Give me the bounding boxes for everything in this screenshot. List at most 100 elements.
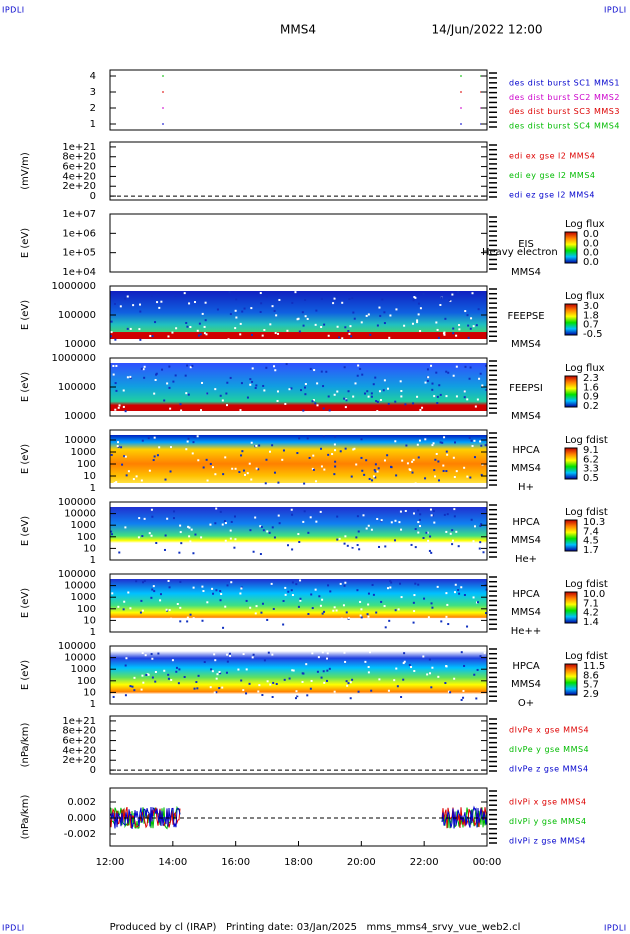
speckle (416, 321, 419, 324)
speckle (291, 513, 294, 516)
y-tick-label: 10 (83, 687, 96, 698)
speckle (111, 533, 114, 536)
speckle (374, 463, 377, 466)
speckle (320, 447, 323, 450)
speckle (132, 478, 135, 481)
legend-entry: dIvPe z gse MMS4 (509, 765, 589, 774)
flag (162, 107, 164, 109)
speckle (299, 579, 302, 582)
speckle (260, 611, 263, 614)
speckle (153, 590, 156, 593)
speckle (427, 539, 430, 542)
speckle (149, 334, 152, 337)
speckle (400, 389, 403, 392)
speckle (147, 437, 150, 440)
x-tick-label: 18:00 (284, 857, 313, 868)
speckle (234, 467, 237, 470)
colorbar-tick-label: 0.0 (583, 257, 599, 268)
species-label: H+ (518, 482, 534, 493)
speckle (333, 393, 336, 396)
speckle (334, 460, 337, 463)
colorbar-tick-label: 0.0 (583, 238, 599, 249)
speckle (358, 548, 361, 551)
speckle (458, 328, 461, 331)
speckle (396, 685, 399, 688)
speckle (255, 444, 258, 447)
speckle (152, 459, 155, 462)
speckle (296, 452, 299, 455)
speckle (203, 325, 206, 328)
speckle (328, 409, 331, 412)
speckle (479, 655, 482, 658)
speckle (426, 673, 429, 676)
y-axis-label: (mV/m) (20, 152, 31, 190)
speckle (202, 466, 205, 469)
speckle (431, 444, 434, 447)
colorbar-tick-label: 4.2 (583, 608, 599, 619)
speckle (471, 292, 474, 295)
speckle (349, 681, 352, 684)
speckle (346, 684, 349, 687)
speckle (367, 671, 370, 674)
speckle (172, 517, 175, 520)
species-label: He+ (515, 554, 537, 565)
x-tick-label: 20:00 (347, 857, 376, 868)
speckle (445, 665, 448, 668)
y-tick-label: 100 (77, 459, 96, 470)
speckle (439, 441, 442, 444)
speckle (152, 585, 155, 588)
colorbar-tick-label: 2.9 (583, 689, 599, 700)
speckle (432, 442, 435, 445)
speckle (326, 657, 329, 660)
speckle (315, 309, 318, 312)
speckle (169, 446, 172, 449)
speckle (216, 308, 219, 311)
y-tick-label: 6e+20 (62, 736, 96, 747)
speckle (414, 296, 417, 299)
speckle (483, 651, 486, 654)
speckle (183, 292, 186, 295)
speckle (239, 333, 242, 336)
speckle (246, 472, 249, 475)
speckle (361, 373, 364, 376)
colorbar-tick-label: 0.5 (583, 473, 599, 484)
speckle (395, 308, 398, 311)
speckle (405, 444, 408, 447)
speckle (297, 605, 300, 608)
speckle (355, 536, 358, 539)
speckle (336, 390, 339, 393)
speckle (343, 651, 346, 654)
speckle (150, 653, 153, 656)
speckle (156, 454, 159, 457)
speckle (414, 622, 417, 625)
colorbar-tick-label: 0.9 (583, 392, 599, 403)
speckle (360, 608, 363, 611)
speckle (367, 666, 370, 669)
speckle (257, 468, 260, 471)
speckle (327, 334, 330, 337)
colorbar-tick-label: 1.8 (583, 310, 599, 321)
speckle (453, 591, 456, 594)
speckle (394, 440, 397, 443)
speckle (412, 512, 415, 515)
speckle (351, 678, 354, 681)
speckle (306, 437, 309, 440)
speckle (480, 444, 483, 447)
speckle (299, 597, 302, 600)
panel-frame (109, 715, 488, 775)
x-tick-label: 16:00 (221, 857, 250, 868)
y-tick-label: 100000 (58, 569, 96, 580)
speckle (412, 458, 415, 461)
speckle (222, 626, 225, 629)
speckle (226, 584, 229, 587)
speckle (187, 525, 190, 528)
speckle (475, 324, 478, 327)
speckle (271, 444, 274, 447)
speckle (141, 674, 144, 677)
speckle (295, 583, 298, 586)
speckle (240, 679, 243, 682)
spectrogram (110, 291, 487, 339)
speckle (157, 652, 160, 655)
speckle (341, 301, 344, 304)
speckle (445, 615, 448, 618)
